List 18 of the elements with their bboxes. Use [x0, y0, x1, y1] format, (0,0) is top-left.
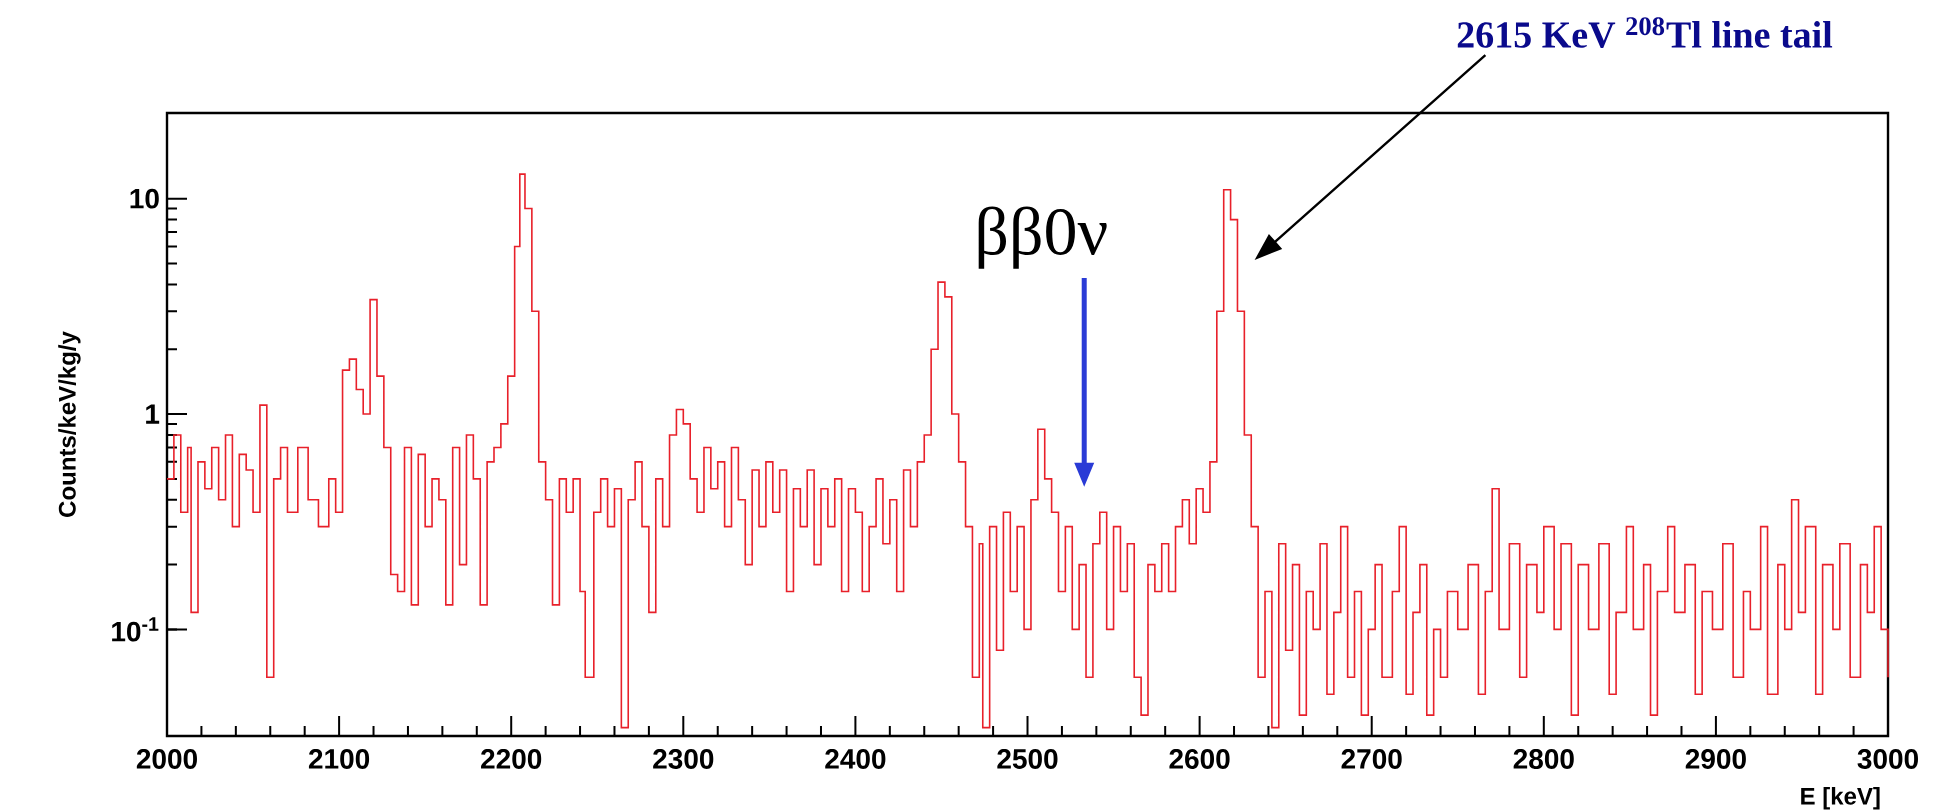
x-tick-label: 2600	[1169, 749, 1230, 769]
x-tick-label: 2900	[1685, 749, 1746, 769]
x-tick-label: 2300	[653, 749, 714, 769]
y-tick-label: 10$^{-1}$	[112, 617, 159, 642]
x-tick-label: 3000	[1857, 749, 1918, 769]
y-tick-label: 1	[146, 404, 160, 424]
x-tick-label: 2800	[1513, 749, 1574, 769]
x-tick-label: 2700	[1341, 749, 1402, 769]
x-axis-title: E [keV]	[1801, 787, 1880, 810]
x-tick-label: 2400	[825, 749, 886, 769]
x-tick-label: 2100	[308, 749, 370, 769]
y-tick-label: 10	[130, 188, 159, 209]
text: 2615 KeV $^{208}$Tl line tail	[1457, 17, 1833, 48]
x-tick-label: 2200	[481, 749, 542, 769]
y-axis-title: Counts/keV/kg/y	[58, 331, 81, 517]
annotation: ββ0ν	[978, 206, 1107, 269]
x-tick-label: 2000	[136, 749, 197, 769]
x-tick-label: 2500	[997, 749, 1058, 769]
